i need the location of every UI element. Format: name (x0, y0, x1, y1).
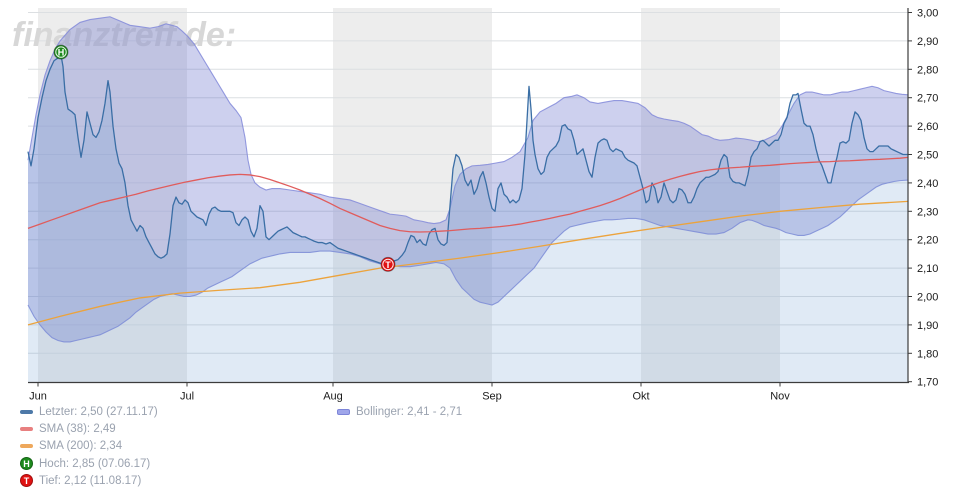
marker-letter: H (58, 48, 65, 58)
y-tick-label: 2,50 (917, 150, 938, 162)
y-tick-label: 2,20 (917, 235, 938, 247)
legend-line-swatch-icon (20, 409, 33, 414)
x-tick-label: Jul (180, 391, 194, 403)
y-tick-label: 1,70 (917, 377, 938, 389)
marker-letter: T (385, 260, 391, 270)
bollinger-band-area (28, 16, 908, 342)
axes (28, 8, 909, 384)
legend-item: H Hoch: 2,85 (07.06.17) (20, 455, 158, 472)
chart-legend-right: Bollinger: 2,41 - 2,71 (337, 403, 462, 420)
legend-label: Bollinger: 2,41 - 2,71 (356, 405, 463, 418)
hoch-marker: H (53, 44, 69, 60)
legend-line-swatch-icon (20, 426, 33, 431)
y-tick-label: 2,10 (917, 263, 938, 275)
y-tick-label: 2,80 (917, 64, 938, 76)
x-tick-label: Nov (770, 391, 790, 403)
legend-band-swatch-icon (337, 408, 350, 415)
price-area-fill (28, 55, 908, 383)
chart-legend-left: Letzter: 2,50 (27.11.17) SMA (38): 2,49 SM… (20, 403, 158, 489)
y-tick-label: 2,00 (917, 292, 938, 304)
month-background-bands (38, 8, 780, 383)
legend-label: Letzter: 2,50 (27.11.17) (39, 405, 158, 418)
sma200-line (27, 200, 909, 326)
price-line (27, 54, 908, 265)
horizontal-gridlines (28, 12, 908, 354)
legend-item: Bollinger: 2,41 - 2,71 (337, 403, 462, 420)
legend-item: SMA (200): 2,34 (20, 438, 158, 455)
y-tick-label: 2,40 (917, 178, 938, 190)
y-tick-label: 1,80 (917, 348, 938, 360)
x-axis-labels: Jun Jul Aug Sep Okt Nov (29, 382, 790, 403)
x-tick-label: Okt (632, 391, 649, 403)
x-tick-label: Jun (29, 391, 47, 403)
legend-item: SMA (38): 2,49 (20, 420, 158, 437)
chart-canvas[interactable]: finanztreff.de:3,002,902,802,702,602,502… (0, 0, 970, 405)
legend-line-swatch-icon (20, 444, 33, 449)
legend-tief-icon: T (20, 474, 33, 488)
y-tick-label: 2,90 (917, 36, 938, 48)
y-tick-label: 2,70 (917, 93, 938, 105)
sma38-line (27, 156, 909, 233)
legend-item: Letzter: 2,50 (27.11.17) (20, 403, 158, 420)
x-tick-label: Aug (323, 391, 343, 403)
legend-label: SMA (38): 2,49 (39, 422, 116, 435)
bollinger-lower-line (27, 179, 909, 343)
y-tick-label: 1,90 (917, 320, 938, 332)
bollinger-upper-line (27, 16, 909, 225)
legend-label: Tief: 2,12 (11.08.17) (39, 474, 142, 487)
y-tick-label: 3,00 (917, 8, 938, 20)
legend-hoch-icon: H (20, 457, 33, 471)
y-tick-label: 2,60 (917, 121, 938, 133)
tief-marker: T (380, 256, 396, 272)
x-tick-label: Sep (482, 391, 502, 403)
y-tick-label: 2,30 (917, 206, 938, 218)
legend-label: Hoch: 2,85 (07.06.17) (39, 457, 151, 470)
legend-label: SMA (200): 2,34 (39, 440, 123, 453)
y-axis-labels: 3,00 2,90 2,80 2,70 2,60 2,50 2,40 2,30 2,20 2,10… (908, 8, 938, 389)
legend-item: T Tief: 2,12 (11.08.17) (20, 472, 158, 489)
